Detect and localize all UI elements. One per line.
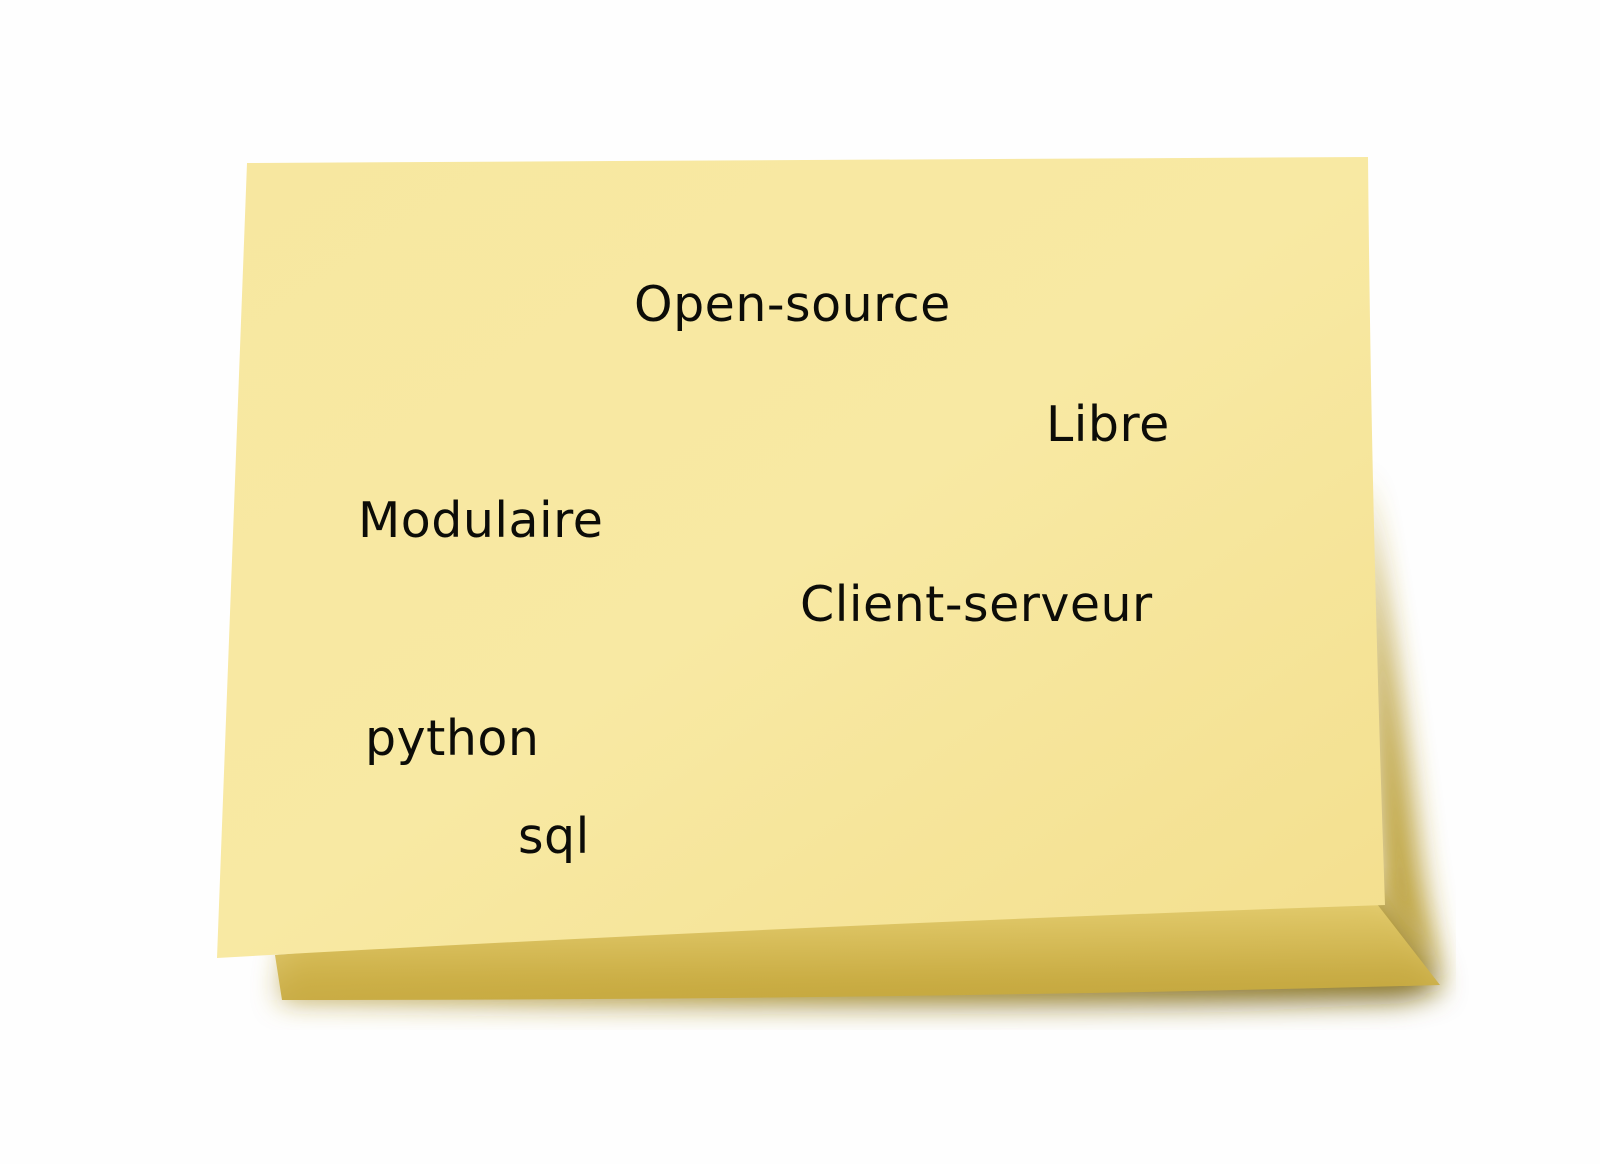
word-open-source: Open-source: [634, 276, 951, 333]
word-libre: Libre: [1046, 396, 1170, 453]
word-sql: sql: [518, 808, 590, 865]
note-paper: [217, 157, 1385, 958]
word-python: python: [365, 710, 540, 767]
word-client-serveur: Client-serveur: [800, 576, 1153, 633]
word-modulaire: Modulaire: [358, 492, 604, 549]
note-curl: [275, 895, 1440, 1000]
